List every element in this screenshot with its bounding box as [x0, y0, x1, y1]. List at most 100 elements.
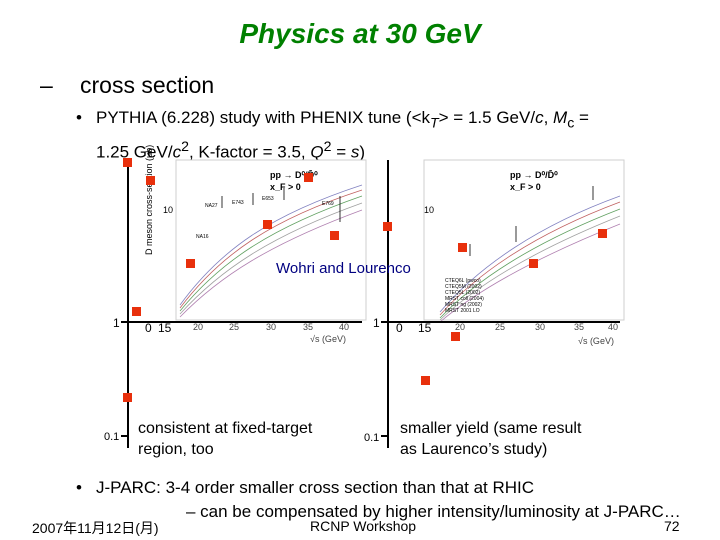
text-italic: Q: [310, 143, 324, 163]
exp-label: NA27: [205, 203, 218, 209]
left-plot-tick-10: 10: [163, 205, 173, 215]
red-marker: [186, 259, 195, 268]
left-plot-exp-labels: NA27 E743 E653 NA16 E769: [196, 196, 334, 240]
text-sub: T: [430, 115, 439, 132]
xtick: 25: [229, 322, 239, 332]
text-italic: c: [172, 143, 182, 163]
red-marker: [458, 243, 467, 252]
red-marker: [146, 176, 155, 185]
left-plot-errorbars: [221, 188, 341, 222]
xtick: 30: [266, 322, 276, 332]
red-marker: [330, 231, 339, 240]
footer-page-number: 72: [664, 518, 680, 534]
left-plot: D meson cross-section (μb) pp → D⁰/D̄⁰ x…: [144, 145, 367, 344]
xtick: 40: [608, 322, 618, 332]
red-marker: [263, 220, 272, 229]
red-marker: [132, 307, 141, 316]
left-tick-01: 0.1: [104, 431, 119, 443]
red-marker: [383, 222, 392, 231]
xlabel: √s (GeV): [578, 336, 614, 346]
curve: [179, 195, 363, 312]
right-overlay-axis: [381, 160, 620, 448]
curve: [179, 184, 363, 306]
right-tick-1: 1: [373, 316, 380, 330]
note-line: as Laurenco’s study): [400, 441, 548, 458]
bullet-marker: •: [76, 478, 82, 497]
level1-dash: –: [40, 72, 53, 98]
left-plot-ylabel: D meson cross-section (μb): [144, 145, 154, 255]
curve: [439, 223, 621, 323]
exp-label: E769: [322, 201, 334, 207]
text-italic: s: [350, 143, 360, 163]
left-tick-1: 1: [113, 316, 120, 330]
xtick: 20: [455, 322, 465, 332]
text-sub: c: [567, 115, 575, 132]
red-marker: [529, 259, 538, 268]
footer-date: 2007年11月12日(月): [32, 520, 159, 536]
bullet-jparc: • J-PARC: 3-4 order smaller cross sectio…: [76, 476, 716, 524]
right-plot-xticks: 15 20 25 30 35 40 √s (GeV): [418, 321, 618, 346]
curve: [439, 201, 621, 316]
level1-text: cross section: [80, 72, 215, 98]
red-marker: [598, 229, 607, 238]
right-tick-0: 0: [396, 321, 403, 335]
left-plot-header-2: x_F > 0: [270, 182, 301, 192]
footer-event: RCNP Workshop: [310, 518, 417, 534]
legend-item: MRST ng (2002): [445, 302, 482, 308]
level1-item: – cross section: [40, 72, 214, 99]
text-part: PYTHIA (6.228) study with PHENIX tune (<…: [96, 108, 430, 127]
red-markers: [123, 158, 607, 402]
bullet-jparc-line2: – can be compensated by higher intensity…: [186, 502, 681, 521]
curve: [179, 189, 363, 309]
bullet-pythia: • PYTHIA (6.228) study with PHENIX tune …: [76, 106, 696, 165]
red-marker: [123, 158, 132, 167]
bullet-marker: •: [76, 108, 82, 127]
curve: [439, 215, 621, 321]
bullet-jparc-text: J-PARC: 3-4 order smaller cross section …: [76, 476, 716, 524]
red-marker: [421, 376, 430, 385]
note-line: consistent at fixed-target: [138, 420, 313, 437]
text-italic: c: [535, 108, 544, 127]
right-plot-header: pp → D⁰/D̄⁰: [510, 170, 558, 180]
left-plot-header: pp → D⁰/D̄⁰: [270, 170, 318, 180]
right-plot-header-2: x_F > 0: [510, 182, 541, 192]
note-smaller-yield: smaller yield (same result as Laurenco’s…: [400, 418, 581, 460]
text-part: ): [359, 143, 366, 163]
xtick: 35: [303, 322, 313, 332]
overlay-label-wohri: Wohri and Lourenco: [276, 260, 411, 277]
red-marker: [451, 332, 460, 341]
left-plot-xticks: 15 20 25 30 35 40 √s (GeV): [158, 321, 349, 344]
xtick: 15: [158, 321, 172, 335]
curve: [179, 202, 363, 315]
xtick: 25: [495, 322, 505, 332]
text-part: , K-factor = 3.5,: [188, 143, 311, 163]
text-part: =: [331, 143, 351, 163]
xtick: 35: [574, 322, 584, 332]
curve: [439, 208, 621, 319]
legend-item: MRST 2001 LO: [445, 308, 480, 314]
bullet-pythia-text: PYTHIA (6.228) study with PHENIX tune (<…: [76, 106, 696, 165]
xtick: 40: [339, 322, 349, 332]
xtick: 30: [535, 322, 545, 332]
note-line: smaller yield (same result: [400, 420, 582, 437]
legend-item: CTEQ5M (2002): [445, 284, 482, 290]
right-plot-curves: [439, 195, 621, 323]
right-plot-tick-10: 10: [424, 205, 434, 215]
text-part: ,: [543, 108, 554, 127]
right-tick-01: 0.1: [364, 432, 379, 444]
text-sup: 2: [323, 139, 332, 156]
xtick: 15: [418, 321, 432, 335]
right-plot-legend: CTEQ6L (pwco) CTEQ5M (2002) CTEQ5L (2002…: [445, 278, 484, 314]
text-part: =: [574, 108, 589, 127]
xtick: 20: [193, 322, 203, 332]
legend-item: MRST coll (2004): [445, 296, 484, 302]
exp-label: E653: [262, 196, 274, 202]
text-italic: M: [553, 108, 568, 127]
exp-label: NA16: [196, 234, 209, 240]
right-plot-errorbars: [469, 186, 594, 256]
note-consistent: consistent at fixed-target region, too: [138, 418, 312, 460]
curve: [179, 209, 363, 318]
legend-item: CTEQ5L (2002): [445, 290, 480, 296]
exp-label: E743: [232, 200, 244, 206]
